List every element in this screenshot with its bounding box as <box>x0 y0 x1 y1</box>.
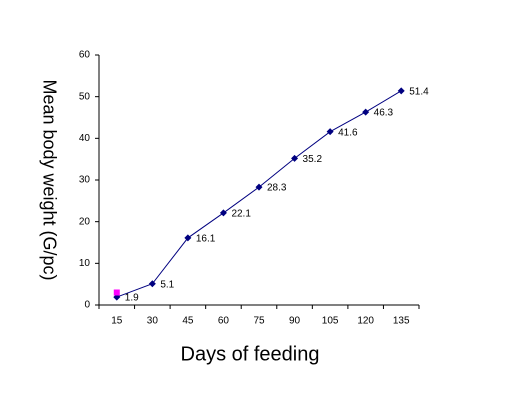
x-tick-label: 30 <box>147 316 159 327</box>
y-tick-label: 30 <box>79 175 91 186</box>
data-label: 22.1 <box>231 209 251 220</box>
x-tick-label: 45 <box>182 316 194 327</box>
y-tick-label: 50 <box>79 91 91 102</box>
x-axis-title: Days of feeding <box>181 343 320 365</box>
y-tick-label: 20 <box>79 216 91 227</box>
x-tick-label: 120 <box>357 316 374 327</box>
x-tick-label: 15 <box>111 316 123 327</box>
data-label: 16.1 <box>196 234 216 245</box>
y-axis-title: Mean body weight (G/pc) <box>39 79 59 280</box>
x-tick-label: 75 <box>253 316 265 327</box>
data-point <box>362 108 370 116</box>
y-tick-label: 0 <box>84 300 90 311</box>
data-label: 5.1 <box>160 279 174 290</box>
x-tick-label: 60 <box>218 316 230 327</box>
data-point <box>291 154 299 162</box>
data-point <box>397 87 405 95</box>
x-tick-label: 90 <box>289 316 301 327</box>
data-point <box>184 234 192 242</box>
data-label: 41.6 <box>338 127 358 138</box>
y-tick-label: 40 <box>79 133 91 144</box>
data-point <box>326 128 334 136</box>
data-point <box>113 289 120 296</box>
data-point <box>219 209 227 217</box>
data-label: 1.9 <box>125 293 139 304</box>
data-label: 28.3 <box>267 183 287 194</box>
data-label: 46.3 <box>374 108 394 119</box>
x-tick-label: 105 <box>322 316 339 327</box>
data-label: 35.2 <box>303 154 323 165</box>
data-point <box>255 183 263 191</box>
x-tick-label: 135 <box>393 316 410 327</box>
data-point <box>148 280 156 288</box>
data-label: 51.4 <box>409 86 429 97</box>
y-tick-label: 60 <box>79 50 91 61</box>
y-tick-label: 10 <box>79 258 91 269</box>
